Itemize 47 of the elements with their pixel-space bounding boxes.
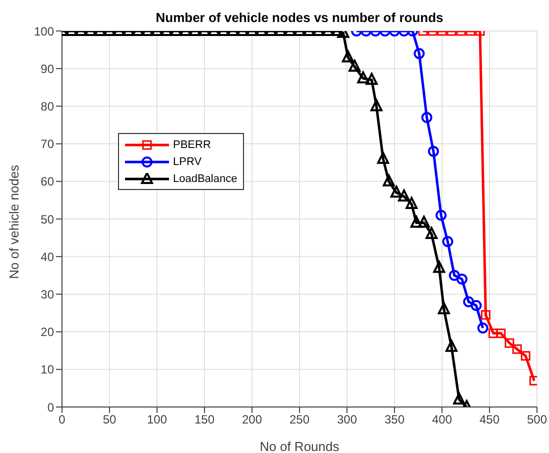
point bbox=[433, 260, 446, 273]
point bbox=[480, 310, 490, 320]
x-tick-label: 300 bbox=[336, 412, 358, 427]
y-tick-label: 90 bbox=[40, 62, 54, 76]
point bbox=[520, 351, 530, 361]
y-tick-label: 50 bbox=[40, 212, 54, 226]
point bbox=[512, 344, 522, 354]
x-tick-label: 100 bbox=[146, 412, 168, 427]
y-tick-label: 40 bbox=[40, 250, 54, 264]
y-tick-label: 60 bbox=[40, 174, 54, 189]
y-tick-label: 20 bbox=[40, 325, 54, 340]
point bbox=[470, 300, 482, 311]
y-tick-label: 30 bbox=[40, 287, 54, 302]
x-tick-label: 400 bbox=[432, 412, 452, 427]
point bbox=[463, 296, 474, 308]
x-axis-title: No of Rounds bbox=[260, 439, 340, 453]
point bbox=[496, 328, 506, 338]
y-tick-label: 70 bbox=[40, 137, 54, 152]
x-tick-label: 0 bbox=[58, 412, 66, 427]
y-tick-label: 10 bbox=[40, 362, 54, 377]
y-tick-label: 100 bbox=[34, 24, 54, 38]
point bbox=[504, 338, 514, 348]
legend-label: LoadBalance bbox=[173, 172, 238, 184]
x-tick-label: 50 bbox=[102, 412, 116, 427]
x-tick-label: 500 bbox=[526, 412, 548, 427]
point bbox=[436, 210, 447, 221]
legend-label: LPRV bbox=[173, 156, 202, 168]
y-tick-label: 80 bbox=[40, 99, 54, 114]
x-tick-label: 350 bbox=[384, 412, 405, 427]
point bbox=[426, 227, 438, 240]
point bbox=[488, 328, 498, 338]
point bbox=[456, 274, 468, 285]
point bbox=[438, 302, 450, 314]
x-tick-label: 150 bbox=[194, 412, 215, 427]
x-tick-label: 200 bbox=[242, 412, 262, 427]
chart-title: Number of vehicle nodes vs number of rounds bbox=[154, 10, 444, 25]
point bbox=[442, 236, 454, 248]
point bbox=[453, 392, 466, 404]
legend-label: PBERR bbox=[173, 138, 211, 150]
x-tick-label: 450 bbox=[479, 412, 500, 427]
y-axis-title: No of vehicle nodes bbox=[6, 164, 22, 279]
point bbox=[446, 340, 458, 352]
point bbox=[428, 146, 439, 157]
point bbox=[477, 322, 488, 334]
point bbox=[448, 270, 460, 281]
x-tick-label: 250 bbox=[289, 412, 310, 427]
y-tick-label: 0 bbox=[47, 400, 54, 414]
